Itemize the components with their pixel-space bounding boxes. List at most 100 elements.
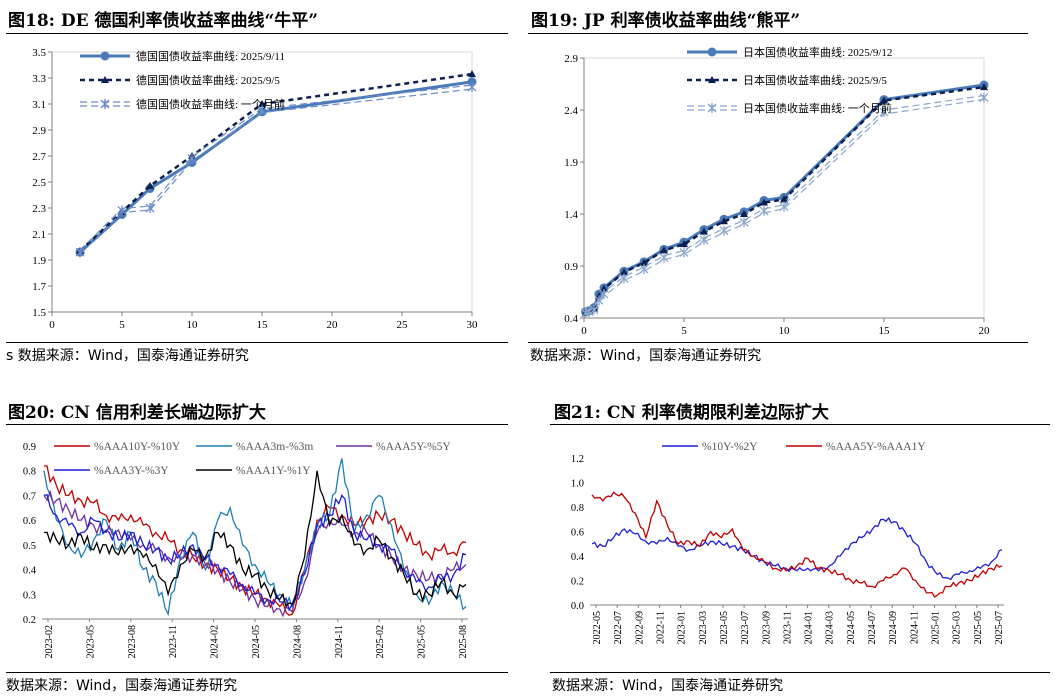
fig18-ytick-label: 1.7 (32, 281, 46, 293)
fig18-ytick-label: 2.3 (32, 203, 46, 215)
fig19-legend-label: 日本国债收益率曲线: 2025/9/5 (743, 73, 887, 87)
fig19-legend-label: 日本国债收益率曲线: 2025/9/12 (743, 45, 892, 59)
fig19-series-1-point (700, 227, 708, 235)
fig20-series-3-line (43, 494, 467, 612)
fig19-legend-label: 日本国债收益率曲线: 一个月前 (743, 101, 892, 115)
fig19-plot-area (583, 57, 985, 319)
fig20-xtick-label: 2023-02 (44, 625, 55, 658)
fig21-series-0-line (591, 516, 1003, 581)
fig20-ytick-label: 0.8 (23, 467, 36, 478)
fig18-legend-marker (100, 51, 110, 61)
fig18-series-1-point (258, 100, 266, 107)
fig21-xtick-label: 2022-05 (592, 611, 603, 644)
fig19-source: 数据来源：Wind，国泰海通证券研究 (530, 348, 762, 364)
fig19-xtick-label: 15 (879, 325, 891, 337)
fig20-chart: 0.2 0.3 0.4 0.5 0.6 0.7 0.8 0.9 2023-02 2023-05 20… (23, 441, 469, 658)
fig20-xtick-label: 2024-02 (210, 625, 221, 658)
fig18-xtick-label: 0 (49, 319, 55, 331)
fig21-xtick-label: 2023-05 (719, 611, 730, 644)
fig21-ytick-label: 0.2 (571, 577, 584, 588)
fig18-xtick-label: 5 (119, 319, 125, 331)
fig21-ytick-label: 0.0 (571, 601, 584, 612)
fig18-xtick-label: 30 (467, 319, 479, 331)
fig18-ytick-label: 3.5 (32, 47, 46, 59)
fig19-series-1-point (880, 96, 888, 104)
fig18-ytick-label: 2.1 (32, 229, 46, 241)
fig19-series-1-point (640, 258, 648, 266)
fig19-series-2-point (599, 289, 609, 300)
fig21-chart: 0.0 0.2 0.4 0.6 0.8 1.0 1.2 2022-05 2022-07 2022-… (571, 441, 1005, 644)
fig19-chart: 0.4 0.9 1.4 1.9 2.4 2.9 0 5 10 15 20 日本国债收益率曲线: 202… (564, 45, 991, 337)
fig19-series-2-point (699, 235, 709, 245)
fig20-xtick-label: 2024-11 (334, 625, 345, 658)
fig19-ytick-label: 0.9 (564, 261, 578, 273)
fig19-series-2-point (719, 225, 729, 236)
fig21-xtick-label: 2024-05 (846, 611, 857, 644)
fig21-xtick-label: 2024-01 (804, 611, 815, 644)
fig19-series-2-point (584, 306, 594, 317)
fig21-source: 数据来源：Wind，国泰海通证券研究 (552, 678, 784, 694)
fig21-ytick-label: 1.2 (571, 454, 584, 465)
fig21-xtick-label: 2025-07 (994, 611, 1005, 644)
fig19-xtick-label: 0 (581, 325, 587, 337)
fig18-series-2-point (145, 203, 155, 213)
fig18-xtick-label: 25 (397, 319, 409, 331)
fig20-series-4-line (43, 470, 467, 608)
fig21-rule (550, 424, 1050, 425)
fig18-ytick-label: 2.5 (32, 177, 46, 189)
fig18-series-1-line (79, 72, 473, 252)
fig19-series-1-point (680, 240, 688, 248)
fig20-ytick-label: 0.5 (23, 541, 36, 552)
fig18-source: s 数据来源：Wind，国泰海通证券研究 (6, 348, 249, 364)
fig19-rule (528, 33, 1028, 34)
fig18-legend-label: 德国国债收益率曲线: 2025/9/5 (136, 73, 280, 87)
fig20-bottom-rule (6, 672, 508, 673)
fig21-ytick-label: 1.0 (571, 479, 584, 490)
fig20-xtick-label: 2024-05 (251, 625, 262, 658)
fig19-series-2-point (619, 273, 629, 284)
fig19-ytick-label: 0.4 (564, 313, 578, 325)
fig20-xtick-label: 2024-08 (292, 625, 303, 658)
fig19-series-2-point (779, 201, 789, 212)
fig20-title: 图20: CN 信用利差长端边际扩大 (8, 403, 266, 423)
fig21-bottom-rule (550, 672, 1050, 673)
fig19-series-2-point (589, 304, 599, 315)
fig21-xtick-label: 2022-09 (634, 611, 645, 644)
fig19-xtick-label: 5 (681, 325, 687, 337)
fig19-xtick-label: 20 (979, 325, 991, 337)
fig19-series-1-point (740, 210, 748, 217)
fig19-legend-marker (707, 103, 717, 113)
fig21-xtick-label: 2023-11 (782, 611, 793, 644)
fig20-xtick-label: 2025-08 (458, 625, 469, 658)
fig21-xtick-label: 2024-09 (888, 611, 899, 644)
fig21-xtick-label: 2024-11 (909, 611, 920, 644)
fig19-legend-marker (707, 47, 717, 57)
fig20-legend-label: %AAA1Y-%1Y (236, 465, 311, 477)
fig21-ytick-label: 0.4 (571, 552, 585, 563)
fig18-ytick-label: 1.5 (32, 307, 46, 319)
fig19-series-0-line (585, 83, 985, 314)
fig19-series-2-point (879, 107, 889, 118)
fig21-legend-label: %10Y-%2Y (702, 441, 758, 453)
fig21-xtick-label: 2025-01 (931, 611, 942, 644)
fig21-xtick-label: 2022-11 (655, 611, 666, 644)
fig18-ytick-label: 2.9 (32, 125, 46, 137)
fig20-ytick-label: 0.6 (23, 516, 36, 527)
fig21-xtick-label: 2025-05 (973, 611, 984, 644)
fig19-series-2-point (979, 92, 989, 103)
fig19-series-2-point (739, 217, 749, 228)
fig18-ytick-label: 2.7 (32, 151, 46, 163)
fig21-xtick-label: 2024-07 (867, 611, 878, 644)
fig19-series-2-point (639, 264, 649, 275)
fig19-title: 图19: JP 利率债收益率曲线“熊平” (531, 11, 801, 31)
fig18-legend-label: 德国国债收益率曲线: 2025/9/11 (136, 49, 285, 63)
fig21-xtick-label: 2023-07 (740, 611, 751, 644)
fig18-bottom-rule (6, 342, 508, 343)
fig19-ytick-label: 1.9 (564, 157, 578, 169)
fig21-title: 图21: CN 利率债期限利差边际扩大 (554, 403, 829, 423)
fig20-series-2-line (43, 489, 467, 618)
fig18-series-2-point (257, 105, 267, 116)
fig19-ytick-label: 2.4 (564, 105, 578, 117)
fig20-legend-label: %AAA10Y-%10Y (94, 441, 181, 453)
fig18-title: 图18: DE 德国利率债收益率曲线“牛平” (8, 11, 319, 31)
